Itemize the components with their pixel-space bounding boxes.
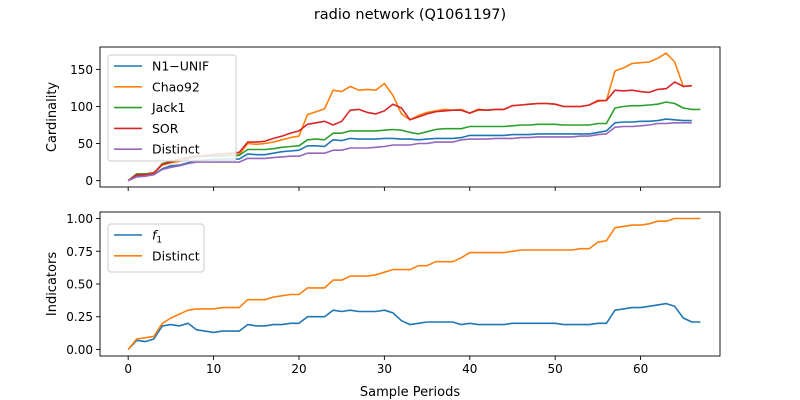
panel-indicators: 0 10 20 30 40 50 60 0.00 0.25 0.50 0.75 1.00 Indicat… [45, 211, 721, 376]
x-axis-label: Sample Periods [360, 385, 460, 400]
legend-box [107, 54, 237, 162]
figure-title: radio network (Q1061197) [314, 7, 506, 23]
x-tick-label-0: 0 [124, 362, 132, 376]
legend-label-2: Jack1 [151, 100, 185, 115]
y-tick-label-4: 1.00 [66, 212, 93, 226]
panel-cardinality: 0 50 100 150 Cardinality N1−UNIF Chao92 Jack1 SO… [45, 46, 721, 191]
series-line-4 [127, 122, 692, 182]
y-axis-label: Cardinality [45, 82, 60, 153]
x-tick-label-1: 10 [206, 362, 221, 376]
series-line-1 [127, 217, 701, 351]
legend-box [107, 223, 205, 273]
y-tick-label-0: 0 [85, 174, 93, 188]
y-axis-label: Indicators [45, 252, 60, 316]
axes-frame [99, 46, 721, 188]
legend-label-1: Chao92 [152, 79, 200, 94]
series-line-0 [127, 302, 701, 351]
y-tick-label-2: 100 [70, 100, 93, 114]
x-tick-label-2: 20 [291, 362, 306, 376]
legend-label-0: N1−UNIF [152, 59, 209, 74]
x-tick-label-6: 60 [633, 362, 648, 376]
legend-label-0: f1 [152, 228, 162, 246]
y-tick-label-2: 0.50 [66, 278, 93, 292]
x-tick-label-3: 30 [377, 362, 392, 376]
y-tick-label-0: 0.00 [66, 343, 93, 357]
y-tick-label-1: 50 [78, 137, 93, 151]
y-tick-label-3: 150 [70, 63, 93, 77]
legend-label-1: Distinct [152, 248, 200, 263]
legend-label-3: SOR [152, 121, 179, 136]
legend-label-4: Distinct [152, 142, 200, 157]
x-tick-label-5: 50 [548, 362, 563, 376]
y-tick-label-3: 0.75 [66, 245, 93, 259]
x-tick-label-4: 40 [462, 362, 477, 376]
y-tick-label-1: 0.25 [66, 310, 93, 324]
